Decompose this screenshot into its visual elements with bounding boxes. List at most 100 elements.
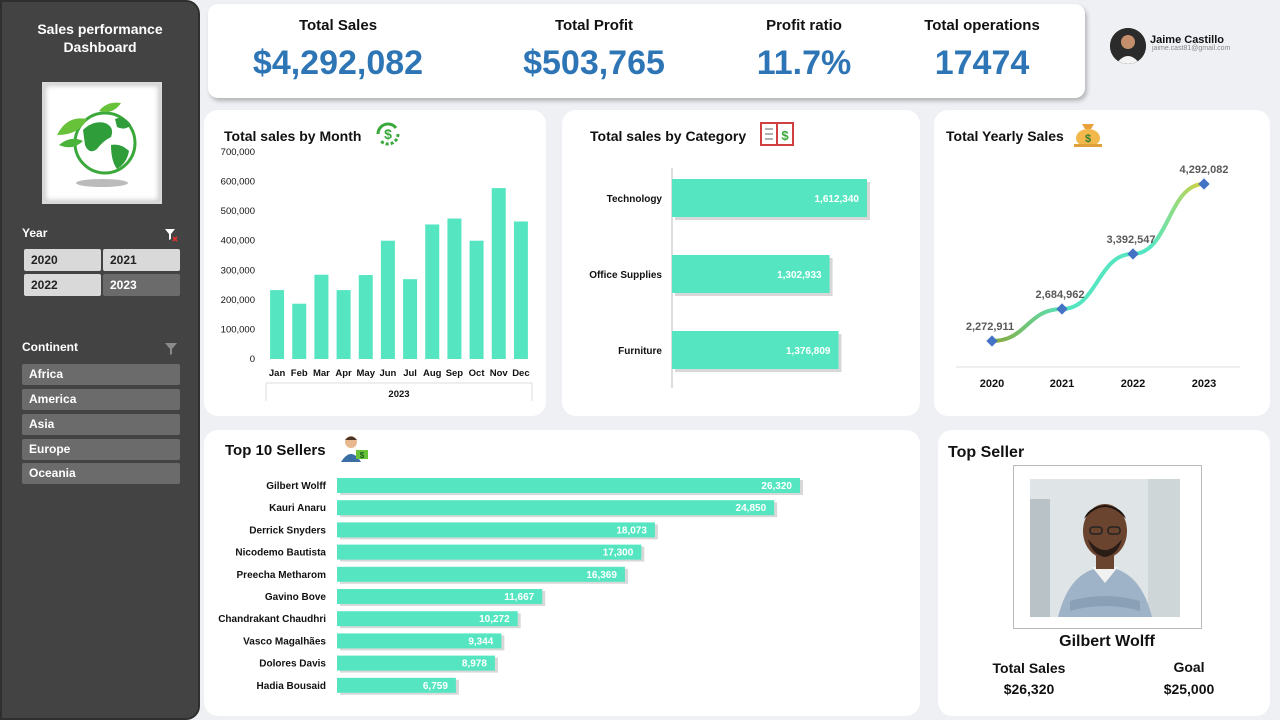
seller-bar — [337, 566, 625, 582]
svg-text:$: $ — [360, 451, 365, 460]
seller-bar-value: 6,759 — [423, 681, 448, 692]
continent-america-button[interactable]: America — [22, 389, 180, 410]
month-bar — [447, 218, 462, 359]
yearly-point — [1127, 248, 1139, 260]
y-tick-label: 700,000 — [221, 147, 255, 158]
top-seller-title: Top Seller — [948, 444, 1025, 461]
seller-name-label: Chandrakant Chaudhri — [218, 614, 326, 625]
seller-bar — [337, 522, 655, 538]
total-sales-label: Total Sales — [298, 17, 378, 34]
month-bar — [380, 240, 395, 359]
dashboard-title-line2: Dashboard — [63, 39, 137, 55]
top-seller-goal-label: Goal — [1173, 659, 1205, 675]
top-seller-photo-frame — [1013, 465, 1202, 629]
top-seller-card: Top Seller Gilbert Wolff Total Sales $26… — [938, 430, 1270, 716]
seller-bar-value: 11,667 — [504, 592, 534, 603]
x-tick-label: Feb — [291, 368, 308, 379]
month-bar — [336, 290, 351, 359]
year-tick-label: 2022 — [1121, 378, 1145, 390]
svg-text:$: $ — [1085, 133, 1091, 145]
yearly-value-label: 2,684,962 — [1036, 289, 1085, 301]
seller-bar — [337, 655, 495, 671]
top-seller-sales-label: Total Sales — [992, 660, 1066, 676]
category-bar-value: 1,612,340 — [815, 194, 860, 205]
top-seller-name: Gilbert Wolff — [1059, 633, 1155, 650]
y-tick-label: 500,000 — [221, 206, 255, 217]
year-2020-button[interactable]: 2020 — [24, 249, 101, 271]
seller-bar-value: 26,320 — [761, 481, 792, 492]
seller-bar — [337, 633, 502, 649]
continent-oceania-button[interactable]: Oceania — [22, 463, 180, 484]
yearly-point — [1056, 303, 1068, 315]
seller-name-label: Nicodemo Bautista — [235, 548, 326, 559]
year-tick-label: 2021 — [1050, 378, 1074, 390]
ledger-book-icon: $ — [760, 122, 794, 146]
year-2022-button[interactable]: 2022 — [24, 274, 101, 296]
seller-bar-value: 10,272 — [479, 614, 510, 625]
month-bar — [469, 240, 484, 359]
total-sales-value: $4,292,082 — [252, 44, 424, 82]
seller-bar-value: 8,978 — [462, 659, 487, 670]
seller-bar — [337, 478, 800, 493]
x-tick-label: Aug — [423, 368, 442, 379]
year-filter-label: Year — [22, 226, 48, 240]
month-bar — [425, 224, 440, 359]
yearly-point — [986, 335, 998, 347]
avatar[interactable] — [1110, 28, 1146, 64]
month-bar — [491, 188, 506, 359]
svg-text:$: $ — [384, 126, 392, 142]
continent-asia-button[interactable]: Asia — [22, 414, 180, 435]
profit-ratio-label: Profit ratio — [766, 17, 842, 34]
dashboard-title: Sales performance Dashboard — [12, 20, 188, 56]
seller-name-label: Gavino Bove — [265, 592, 327, 603]
total-operations-value: 17474 — [934, 44, 1030, 82]
user-avatar-icon — [1110, 28, 1146, 64]
year-tick-label: 2020 — [980, 378, 1004, 390]
category-bar-value: 1,302,933 — [777, 270, 822, 281]
year-tick-label: 2023 — [1192, 378, 1216, 390]
continent-europe-button[interactable]: Europe — [22, 439, 180, 460]
continent-filter-label: Continent — [22, 340, 78, 354]
top-sellers-chart: 26,320 Gilbert Wolff 24,850 Kauri Anaru 18,0… — [218, 478, 803, 695]
seller-bar — [337, 544, 642, 560]
yearly-value-label: 2,272,911 — [966, 321, 1014, 333]
x-tick-label: Nov — [490, 368, 509, 379]
yearly-sales-card: Total Yearly Sales $ 2,272,911 2020 2,684,… — [934, 110, 1270, 416]
month-bar — [292, 303, 307, 359]
money-bag-icon: $ — [1074, 124, 1102, 147]
x-tick-label: Dec — [512, 368, 529, 379]
category-bar — [672, 255, 830, 293]
seller-bar-value: 24,850 — [736, 503, 767, 514]
seller-name-label: Derrick Snyders — [249, 525, 326, 536]
x-axis-label: 2023 — [388, 389, 409, 400]
y-tick-label: 0 — [250, 354, 255, 365]
month-bar — [403, 279, 418, 359]
x-tick-label: Sep — [446, 368, 464, 379]
category-label: Technology — [607, 194, 663, 205]
clear-filter-icon[interactable] — [164, 228, 178, 242]
year-2023-button[interactable]: 2023 — [103, 274, 180, 296]
y-tick-label: 200,000 — [221, 295, 255, 306]
year-2021-button[interactable]: 2021 — [103, 249, 180, 271]
category-bar-value: 1,376,809 — [786, 346, 831, 357]
monthly-sales-chart: 0 100,000 200,000 300,000 400,000 500,000 600,… — [221, 147, 533, 401]
filter-icon[interactable] — [164, 342, 178, 356]
seller-name-label: Preecha Metharom — [237, 570, 327, 581]
continent-africa-button[interactable]: Africa — [22, 364, 180, 385]
yearly-value-label: 3,392,547 — [1107, 234, 1156, 246]
x-tick-label: Apr — [335, 368, 352, 379]
yearly-sales-title: Total Yearly Sales — [946, 128, 1064, 144]
top-seller-sales-value: $26,320 — [1003, 681, 1055, 697]
profit-ratio-value: 11.7% — [756, 44, 852, 82]
yearly-sales-chart: 2,272,911 2020 2,684,962 2021 3,392,547 2022 4… — [956, 164, 1240, 390]
seller-portrait-icon — [1030, 479, 1180, 617]
category-bar — [672, 331, 839, 369]
seller-name-label: Hadia Bousaid — [257, 681, 326, 692]
category-sales-chart: 1,612,340 Technology 1,302,933 Office Suppl… — [589, 168, 870, 388]
seller-bar — [337, 589, 543, 604]
month-bar — [358, 275, 373, 359]
x-tick-label: May — [357, 368, 376, 379]
dollar-cycle-icon: $ — [376, 122, 400, 146]
category-sales-card: Total sales by Category $ 1,612,340 Techn… — [562, 110, 920, 416]
x-tick-label: Jan — [269, 368, 286, 379]
